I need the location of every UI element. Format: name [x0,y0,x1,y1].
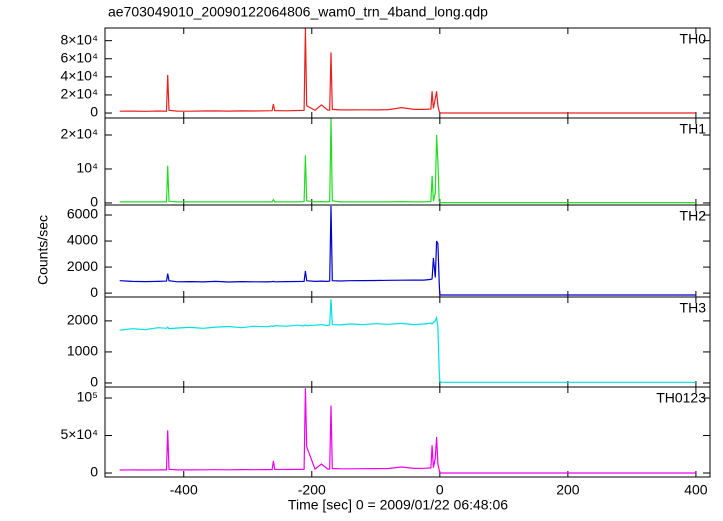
y-tick-label: 6000 [67,206,98,222]
x-tick-label: 0 [436,482,444,498]
panel-frame [104,117,711,206]
y-tick-label: 6×10⁴ [60,49,98,65]
y-tick-label: 0 [90,104,98,120]
y-tick-label: 0 [90,374,98,390]
y-tick-label: 5×10⁴ [60,426,98,442]
panel-label: TH0123 [656,390,706,406]
y-tick-label: 4×10⁴ [60,68,98,84]
panel-label: TH1 [680,121,707,137]
y-tick-label: 2000 [67,258,98,274]
data-line [119,118,696,204]
x-tick-label: 400 [684,482,708,498]
x-tick-label: -400 [170,482,198,498]
data-line [119,28,696,114]
y-tick-label: 0 [90,464,98,480]
chart-title: ae703049010_20090122064806_wam0_trn_4ban… [108,4,488,20]
y-tick-label: 4000 [67,232,98,248]
y-tick-label: 2000 [67,312,98,328]
panel-label: TH2 [680,208,707,224]
y-tick-label: 10⁵ [77,389,98,405]
y-tick-label: 0 [90,194,98,210]
y-tick-label: 0 [90,284,98,300]
y-tick-label: 10⁴ [76,160,98,176]
y-tick-label: 1000 [67,343,98,359]
panel-frame [104,386,711,478]
data-line [119,299,696,383]
panel-frame [104,27,711,119]
panel-label: TH3 [680,300,707,316]
y-axis-label: Counts/sec [35,215,51,285]
panel-label: TH0 [680,31,707,47]
panel-frame [104,296,711,388]
x-tick-label: 200 [556,482,580,498]
panel-frame [104,204,711,298]
x-tick-label: -200 [298,482,326,498]
y-tick-label: 8×10⁴ [60,31,98,47]
y-tick-label: 2×10⁴ [60,86,98,102]
x-axis-label: Time [sec] 0 = 2009/01/22 06:48:06 [288,497,508,513]
data-line [119,388,696,474]
y-tick-label: 2×10⁴ [60,126,98,142]
data-line [119,205,696,296]
